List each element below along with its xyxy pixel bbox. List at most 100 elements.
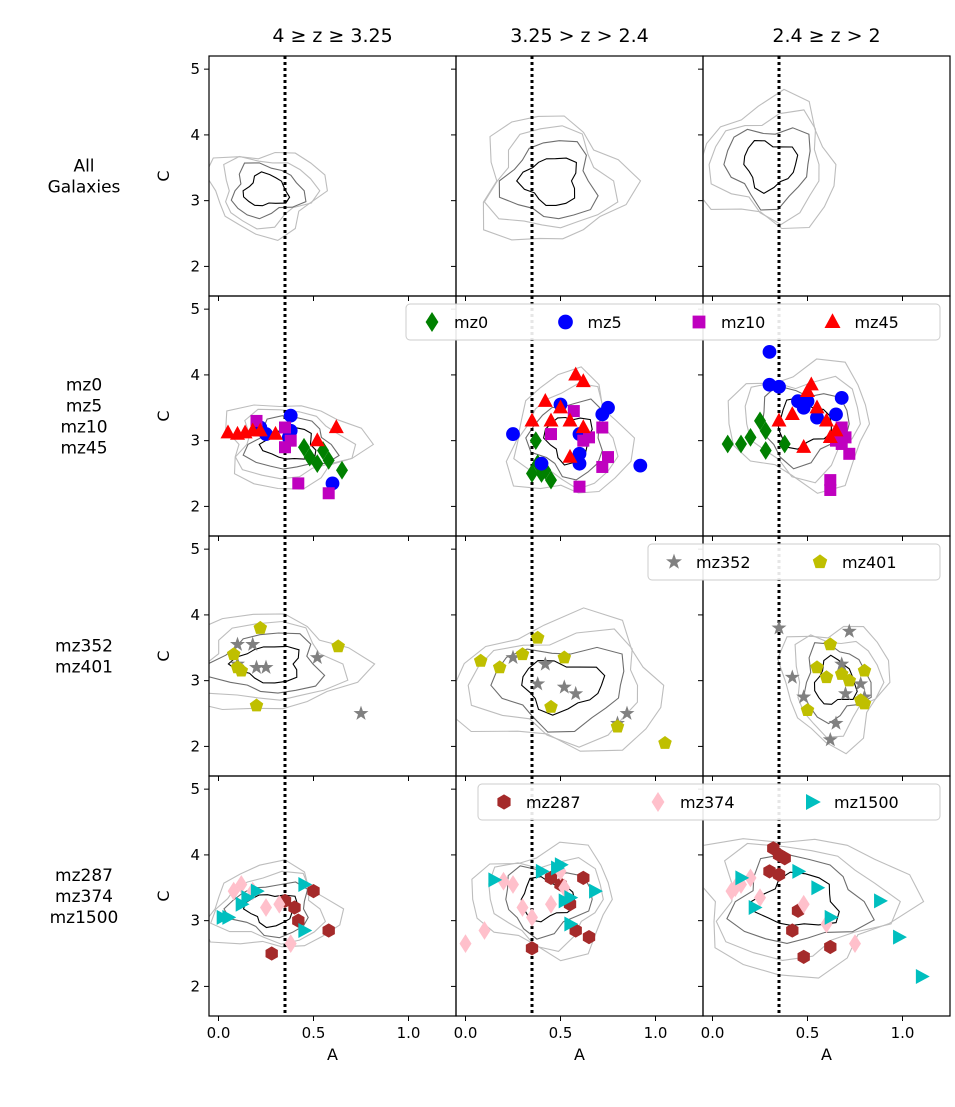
point-mz401 <box>515 647 530 661</box>
legend-label: mz1500 <box>834 793 899 812</box>
point-mz5 <box>834 391 849 405</box>
column-titles: 4 ≥ z ≥ 3.25 3.25 > z > 2.4 2.4 ≥ z > 2 <box>272 25 880 47</box>
y-tick-label: 2 <box>190 977 200 995</box>
point-mz1500 <box>564 916 579 932</box>
row-label-line: mz1500 <box>50 908 119 928</box>
density-contour <box>708 109 820 226</box>
column-title: 2.4 ≥ z > 2 <box>772 25 880 47</box>
legend-marker-mz374 <box>651 792 665 812</box>
density-contour <box>209 620 349 701</box>
density-contour <box>521 660 606 716</box>
density-contour <box>209 632 326 694</box>
point-mz10 <box>279 421 291 434</box>
legend-marker-mz287 <box>497 794 511 810</box>
legend-label: mz0 <box>454 313 488 332</box>
density-contour <box>498 140 599 220</box>
point-mz0 <box>526 464 538 483</box>
point-mz374 <box>260 898 272 917</box>
point-mz0 <box>298 437 310 457</box>
point-mz1500 <box>893 929 907 945</box>
row-label-line: mz10 <box>60 418 107 438</box>
point-mz401 <box>331 639 345 653</box>
point-mz352 <box>838 685 853 701</box>
panel-r1-c2 <box>698 295 951 541</box>
point-mz401 <box>473 653 488 667</box>
row-label-line: mz374 <box>55 887 113 907</box>
point-mz0 <box>778 434 791 454</box>
point-mz45 <box>553 399 568 414</box>
point-mz5 <box>572 446 587 461</box>
point-mz401 <box>544 699 558 713</box>
point-mz0 <box>759 441 772 460</box>
y-tick-label: 3 <box>190 672 200 690</box>
density-contour <box>471 841 613 962</box>
legend-label: mz45 <box>855 313 899 332</box>
point-mz401 <box>530 630 545 644</box>
column-title: 3.25 > z > 2.4 <box>510 25 649 47</box>
density-contour <box>223 155 321 230</box>
point-mz287 <box>322 923 335 938</box>
panel-frame <box>702 775 951 1017</box>
y-tick-label: 2 <box>190 497 200 515</box>
point-mz401 <box>819 670 834 684</box>
point-mz10 <box>292 477 305 490</box>
point-mz45 <box>828 422 844 437</box>
point-mz0 <box>744 427 757 447</box>
row-label-line: Galaxies <box>48 178 121 198</box>
legend-label: mz352 <box>696 553 751 572</box>
density-contour <box>482 115 642 241</box>
point-mz1500 <box>298 923 313 939</box>
x-axis-label: A <box>574 1045 585 1064</box>
point-mz10 <box>596 421 609 434</box>
point-mz45 <box>537 392 553 407</box>
density-contour <box>743 140 799 195</box>
y-tick-label: 3 <box>190 912 200 930</box>
point-mz401 <box>857 696 872 710</box>
point-mz0 <box>759 421 772 441</box>
point-mz401 <box>800 703 815 717</box>
point-mz401 <box>658 735 672 749</box>
point-mz10 <box>596 460 609 473</box>
point-mz45 <box>328 419 344 434</box>
y-tick-label: 4 <box>190 366 200 384</box>
density-contour <box>490 646 625 733</box>
density-contour <box>744 375 861 484</box>
point-mz0 <box>529 431 542 451</box>
point-mz352 <box>505 649 521 665</box>
point-mz287 <box>772 867 786 882</box>
density-contour <box>726 853 875 944</box>
point-mz5 <box>772 379 786 394</box>
y-axis-label: C <box>154 890 173 901</box>
point-mz10 <box>835 437 848 450</box>
point-mz401 <box>249 698 264 712</box>
point-mz401 <box>253 620 268 634</box>
y-tick-label: 3 <box>190 432 200 450</box>
point-mz5 <box>325 476 340 491</box>
y-tick-label: 5 <box>190 780 200 798</box>
column-title: 4 ≥ z ≥ 3.25 <box>272 25 392 47</box>
point-mz401 <box>226 647 241 661</box>
legend-marker-mz10 <box>692 315 706 329</box>
panel-r3-c0: 2 3 4 5 0.0 0.5 1.0 C A <box>154 775 457 1064</box>
point-mz401 <box>823 637 838 651</box>
y-tick-label: 4 <box>190 126 200 144</box>
density-contour <box>227 645 300 684</box>
point-mz352 <box>258 659 274 674</box>
point-mz401 <box>857 663 872 677</box>
point-mz10 <box>567 405 580 418</box>
point-mz1500 <box>811 880 826 896</box>
point-mz401 <box>492 660 507 674</box>
point-mz45 <box>796 438 812 453</box>
density-contour <box>727 358 871 494</box>
x-axis-label: A <box>327 1045 338 1064</box>
point-mz1500 <box>589 883 603 899</box>
panel-frame <box>208 55 457 297</box>
point-mz45 <box>268 425 283 440</box>
point-mz352 <box>230 636 245 651</box>
point-mz401 <box>234 663 249 677</box>
point-mz10 <box>583 431 595 444</box>
density-contour <box>230 162 307 220</box>
point-mz374 <box>273 894 286 914</box>
